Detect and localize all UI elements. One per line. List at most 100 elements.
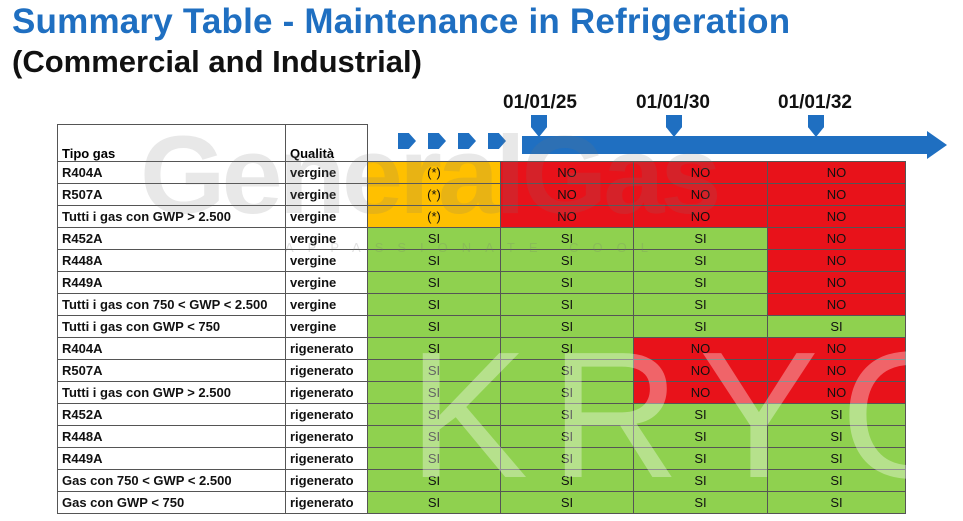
table-row: Tutti i gas con GWP > 2.500 rigenerato SI S… <box>57 381 906 404</box>
quality-cell: vergine <box>285 227 368 250</box>
quality-cell: vergine <box>285 205 368 228</box>
header-gas-type: Tipo gas <box>57 124 286 162</box>
status-cell: SI <box>367 469 501 492</box>
quality-cell: vergine <box>285 183 368 206</box>
status-cell: SI <box>633 447 768 470</box>
header-timeline-spacer <box>634 125 768 162</box>
status-cell: SI <box>367 227 501 250</box>
date-label-2030: 01/01/30 <box>636 92 710 113</box>
status-cell: NO <box>767 359 906 382</box>
chevron-arrow-icon <box>488 133 506 149</box>
gas-type-cell: Tutti i gas con GWP > 2.500 <box>57 205 286 228</box>
status-cell: SI <box>500 359 634 382</box>
status-cell: SI <box>767 425 906 448</box>
gas-type-cell: R404A <box>57 337 286 360</box>
status-cell: SI <box>633 469 768 492</box>
gas-type-cell: R452A <box>57 403 286 426</box>
table-row: R452A rigenerato SI SI SI SI <box>57 403 906 426</box>
quality-cell: rigenerato <box>285 403 368 426</box>
status-cell: NO <box>633 337 768 360</box>
status-cell: (*) <box>367 161 501 184</box>
status-cell: SI <box>500 403 634 426</box>
quality-cell: vergine <box>285 315 368 338</box>
table-row: Gas con 750 < GWP < 2.500 rigenerato SI SI S… <box>57 469 906 492</box>
status-cell: SI <box>633 249 768 272</box>
status-cell: SI <box>633 403 768 426</box>
chevron-arrow-icon <box>398 133 416 149</box>
chevron-arrow-icon <box>428 133 446 149</box>
status-cell: SI <box>500 249 634 272</box>
status-cell: SI <box>500 447 634 470</box>
gas-type-cell: R507A <box>57 183 286 206</box>
header-quality: Qualità <box>285 124 368 162</box>
status-cell: NO <box>633 359 768 382</box>
date-marker-2025 <box>531 115 547 137</box>
status-cell: SI <box>500 315 634 338</box>
quality-cell: rigenerato <box>285 337 368 360</box>
status-cell: SI <box>767 491 906 514</box>
date-marker-2030 <box>666 115 682 137</box>
gas-type-cell: Tutti i gas con GWP < 750 <box>57 315 286 338</box>
gas-type-cell: Tutti i gas con GWP > 2.500 <box>57 381 286 404</box>
table-row: R507A vergine (*) NO NO NO <box>57 183 906 206</box>
status-cell: SI <box>500 337 634 360</box>
quality-cell: rigenerato <box>285 425 368 448</box>
status-cell: NO <box>767 249 906 272</box>
status-cell: NO <box>633 205 768 228</box>
summary-table: Tipo gas Qualità R404A vergine (*) NO NO NO R5… <box>57 124 906 514</box>
gas-type-cell: Gas con GWP < 750 <box>57 491 286 514</box>
status-cell: SI <box>367 381 501 404</box>
table-row: R448A rigenerato SI SI SI SI <box>57 425 906 448</box>
status-cell: SI <box>767 447 906 470</box>
status-cell: SI <box>500 491 634 514</box>
status-cell: NO <box>633 381 768 404</box>
status-cell: NO <box>767 227 906 250</box>
table-row: R452A vergine SI SI SI NO <box>57 227 906 250</box>
date-marker-2032 <box>808 115 824 137</box>
gas-type-cell: R452A <box>57 227 286 250</box>
quality-cell: rigenerato <box>285 491 368 514</box>
status-cell: SI <box>367 425 501 448</box>
status-cell: SI <box>367 447 501 470</box>
status-cell: SI <box>367 293 501 316</box>
status-cell: SI <box>767 403 906 426</box>
quality-cell: rigenerato <box>285 469 368 492</box>
quality-cell: rigenerato <box>285 359 368 382</box>
status-cell: SI <box>367 271 501 294</box>
status-cell: SI <box>367 491 501 514</box>
table-row: Tutti i gas con 750 < GWP < 2.500 vergine… <box>57 293 906 316</box>
table-row: Tutti i gas con GWP < 750 vergine SI SI SI SI <box>57 315 906 338</box>
status-cell: SI <box>633 227 768 250</box>
header-timeline-spacer <box>368 125 501 162</box>
status-cell: NO <box>500 183 634 206</box>
table-header-row: Tipo gas Qualità <box>57 124 906 162</box>
status-cell: SI <box>767 469 906 492</box>
table-row: Tutti i gas con GWP > 2.500 vergine (*) NO N… <box>57 205 906 228</box>
gas-type-cell: R507A <box>57 359 286 382</box>
table-body: R404A vergine (*) NO NO NO R507A vergine (*) NO NO… <box>57 161 906 514</box>
status-cell: SI <box>500 271 634 294</box>
table-row: R404A rigenerato SI SI NO NO <box>57 337 906 360</box>
status-cell: NO <box>767 205 906 228</box>
status-cell: SI <box>633 425 768 448</box>
gas-type-cell: R449A <box>57 271 286 294</box>
quality-cell: vergine <box>285 271 368 294</box>
date-label-2025: 01/01/25 <box>503 92 577 113</box>
gas-type-cell: R449A <box>57 447 286 470</box>
status-cell: NO <box>633 183 768 206</box>
status-cell: SI <box>500 381 634 404</box>
quality-cell: vergine <box>285 161 368 184</box>
status-cell: NO <box>767 293 906 316</box>
page-title: Summary Table - Maintenance in Refrigera… <box>12 2 791 41</box>
table-row: R404A vergine (*) NO NO NO <box>57 161 906 184</box>
status-cell: NO <box>633 161 768 184</box>
status-cell: NO <box>767 381 906 404</box>
status-cell: NO <box>500 205 634 228</box>
status-cell: SI <box>500 227 634 250</box>
status-cell: SI <box>633 315 768 338</box>
status-cell: SI <box>367 315 501 338</box>
status-cell: NO <box>500 161 634 184</box>
status-cell: SI <box>633 293 768 316</box>
table-row: R449A vergine SI SI SI NO <box>57 271 906 294</box>
table-row: R507A rigenerato SI SI NO NO <box>57 359 906 382</box>
